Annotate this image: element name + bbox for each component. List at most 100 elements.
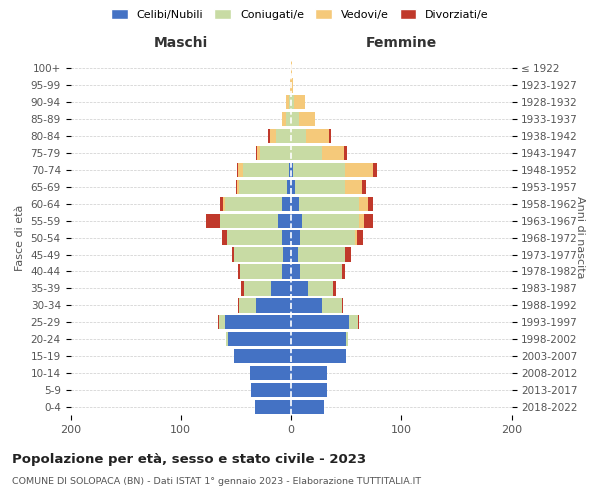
Bar [226, 332, 228, 346]
Bar [236, 180, 237, 194]
Bar [291, 163, 293, 177]
Bar [373, 163, 377, 177]
Bar [291, 298, 322, 312]
Bar [238, 264, 241, 278]
Y-axis label: Anni di nascita: Anni di nascita [575, 196, 585, 279]
Bar [232, 248, 234, 262]
Text: Femmine: Femmine [365, 36, 437, 50]
Bar [282, 264, 291, 278]
Bar [329, 129, 331, 144]
Bar [227, 230, 282, 245]
Bar [295, 95, 305, 110]
Bar [289, 95, 291, 110]
Bar [299, 112, 316, 126]
Bar [206, 214, 220, 228]
Bar [291, 95, 295, 110]
Bar [283, 248, 291, 262]
Bar [239, 298, 256, 312]
Bar [268, 129, 270, 144]
Bar [260, 146, 291, 160]
Bar [220, 214, 278, 228]
Bar [359, 214, 364, 228]
Bar [282, 230, 291, 245]
Bar [289, 163, 291, 177]
Bar [291, 366, 328, 380]
Y-axis label: Fasce di età: Fasce di età [15, 204, 25, 271]
Bar [345, 248, 350, 262]
Bar [333, 281, 336, 295]
Bar [345, 163, 373, 177]
Bar [291, 180, 295, 194]
Bar [295, 180, 345, 194]
Bar [291, 230, 300, 245]
Bar [238, 298, 239, 312]
Bar [299, 196, 359, 211]
Bar [291, 264, 300, 278]
Bar [271, 281, 291, 295]
Bar [228, 332, 291, 346]
Bar [344, 146, 347, 160]
Bar [291, 382, 328, 397]
Bar [218, 315, 220, 330]
Text: COMUNE DI SOLOPACA (BN) - Dati ISTAT 1° gennaio 2023 - Elaborazione TUTTITALIA.I: COMUNE DI SOLOPACA (BN) - Dati ISTAT 1° … [12, 478, 421, 486]
Bar [300, 264, 342, 278]
Bar [364, 214, 373, 228]
Bar [234, 248, 283, 262]
Bar [291, 400, 324, 414]
Bar [275, 129, 291, 144]
Bar [346, 332, 349, 346]
Bar [308, 281, 333, 295]
Bar [293, 163, 345, 177]
Bar [287, 180, 291, 194]
Bar [291, 196, 299, 211]
Bar [355, 230, 357, 245]
Bar [291, 332, 346, 346]
Bar [225, 196, 282, 211]
Bar [278, 214, 291, 228]
Text: Maschi: Maschi [154, 36, 208, 50]
Bar [349, 315, 358, 330]
Bar [282, 112, 286, 126]
Bar [322, 298, 342, 312]
Bar [221, 230, 227, 245]
Bar [298, 248, 345, 262]
Legend: Celibi/Nubili, Coniugati/e, Vedovi/e, Divorziati/e: Celibi/Nubili, Coniugati/e, Vedovi/e, Di… [108, 6, 492, 23]
Bar [225, 315, 291, 330]
Bar [345, 180, 362, 194]
Bar [291, 349, 346, 364]
Bar [291, 112, 299, 126]
Bar [291, 146, 322, 160]
Bar [362, 180, 366, 194]
Bar [234, 349, 291, 364]
Bar [220, 315, 225, 330]
Bar [291, 129, 307, 144]
Bar [257, 146, 260, 160]
Bar [250, 366, 291, 380]
Bar [237, 180, 239, 194]
Bar [286, 95, 289, 110]
Bar [282, 196, 291, 211]
Bar [307, 129, 329, 144]
Bar [357, 230, 363, 245]
Bar [286, 112, 291, 126]
Bar [220, 196, 223, 211]
Bar [241, 281, 244, 295]
Bar [291, 214, 302, 228]
Bar [256, 146, 257, 160]
Bar [238, 163, 242, 177]
Bar [291, 315, 349, 330]
Bar [291, 281, 308, 295]
Bar [237, 163, 238, 177]
Bar [291, 62, 292, 76]
Bar [256, 298, 291, 312]
Bar [300, 230, 355, 245]
Bar [359, 196, 368, 211]
Bar [251, 382, 291, 397]
Bar [270, 129, 275, 144]
Text: Popolazione per età, sesso e stato civile - 2023: Popolazione per età, sesso e stato civil… [12, 452, 366, 466]
Bar [342, 298, 343, 312]
Bar [342, 264, 345, 278]
Bar [241, 264, 282, 278]
Bar [254, 400, 291, 414]
Bar [322, 146, 344, 160]
